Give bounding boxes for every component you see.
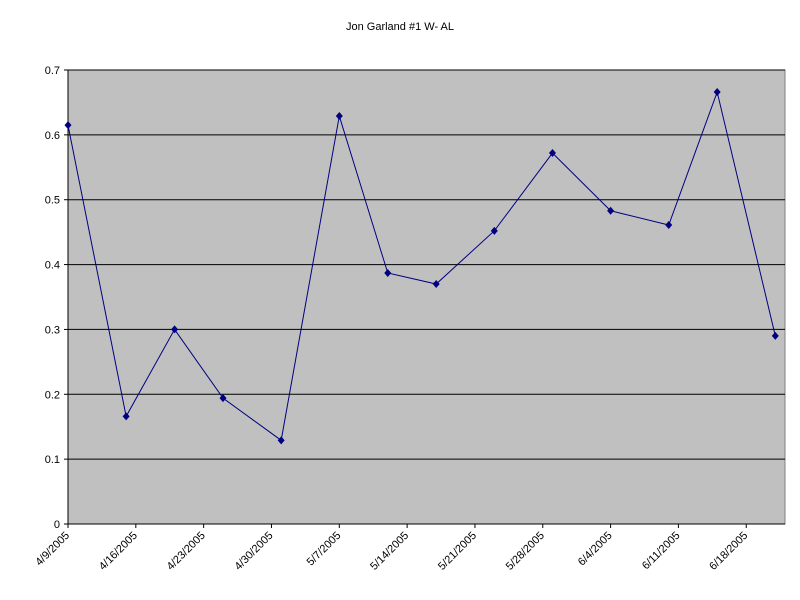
y-tick-label: 0.3: [45, 324, 60, 336]
x-tick-label: 4/9/2005: [33, 530, 72, 569]
data-point: [64, 121, 72, 130]
data-point: [277, 436, 285, 445]
x-tick-label: 5/7/2005: [305, 530, 344, 569]
y-tick-label: 0.4: [45, 260, 60, 272]
data-point: [171, 325, 179, 334]
series-line: [67, 90, 776, 442]
x-tick-label: 5/28/2005: [504, 530, 547, 573]
x-tick-label: 4/16/2005: [97, 530, 140, 573]
y-tick-label: 0.1: [45, 454, 60, 466]
x-tick-label: 5/21/2005: [436, 530, 479, 573]
x-tick-label: 4/23/2005: [165, 530, 208, 573]
y-tick-label: 0.2: [45, 389, 60, 401]
plot-area: [67, 69, 786, 525]
x-tick-label: 6/4/2005: [576, 530, 615, 569]
data-point: [665, 221, 673, 230]
chart-title: Jon Garland #1 W- AL: [346, 21, 454, 33]
y-tick-label: 0.6: [45, 130, 60, 142]
y-tick-label: 0.7: [45, 65, 60, 77]
data-point: [219, 394, 227, 403]
x-tick-label: 4/30/2005: [233, 530, 276, 573]
data-point: [384, 269, 392, 278]
data-point: [122, 412, 130, 421]
x-tick-label: 5/14/2005: [368, 530, 411, 573]
data-point: [771, 331, 779, 340]
data-point: [607, 206, 615, 215]
x-tick-label: 6/18/2005: [707, 530, 750, 573]
data-point: [335, 112, 343, 121]
data-point: [713, 88, 721, 97]
x-tick-label: 6/11/2005: [640, 530, 683, 573]
data-point: [548, 149, 556, 158]
data-point: [490, 226, 498, 235]
data-point: [432, 280, 440, 289]
y-tick-label: 0: [54, 519, 60, 531]
y-tick-label: 0.5: [45, 195, 60, 207]
